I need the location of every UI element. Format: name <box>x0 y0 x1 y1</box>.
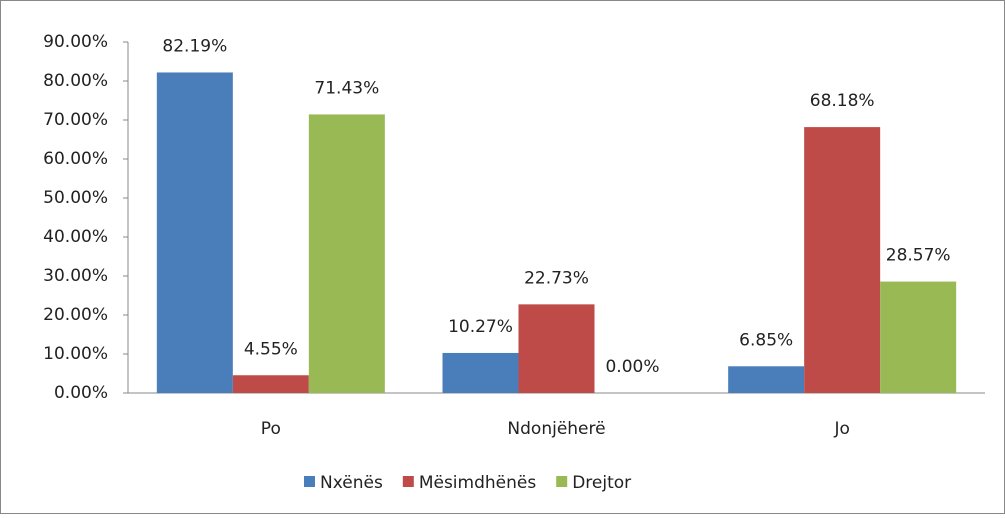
bar <box>804 127 881 394</box>
bar <box>442 352 519 393</box>
y-tick-label: 50.00% <box>43 188 108 208</box>
y-tick-label: 70.00% <box>43 110 108 130</box>
x-tick-label: Jo <box>833 419 849 439</box>
value-label: 71.43% <box>314 78 379 98</box>
bar <box>518 304 595 393</box>
y-tick-label: 60.00% <box>43 149 108 169</box>
value-label: 4.55% <box>244 339 298 359</box>
value-label: 82.19% <box>162 36 227 56</box>
bar <box>308 114 385 393</box>
bar <box>728 366 805 393</box>
value-label: 28.57% <box>886 246 951 266</box>
legend-label: Nxënës <box>320 473 383 493</box>
legend-swatch <box>304 476 315 487</box>
y-tick-label: 90.00% <box>43 32 108 52</box>
legend-swatch <box>402 476 414 487</box>
value-label: 0.00% <box>605 357 659 377</box>
bar <box>232 375 309 393</box>
y-tick-label: 80.00% <box>43 71 108 91</box>
value-label: 68.18% <box>810 91 875 111</box>
legend-label: Mësimdhënës <box>419 473 537 493</box>
legend-label: Drejtor <box>572 473 631 493</box>
legend-swatch <box>556 476 568 487</box>
y-tick-label: 40.00% <box>43 227 108 247</box>
x-tick-label: Ndonjëherë <box>507 419 605 439</box>
y-tick-label: 0.00% <box>54 383 108 403</box>
value-label: 10.27% <box>448 317 513 337</box>
x-tick-label: Po <box>261 419 281 439</box>
y-tick-label: 10.00% <box>43 344 108 364</box>
y-tick-label: 30.00% <box>43 266 108 286</box>
bar <box>156 72 233 394</box>
value-label: 22.73% <box>524 268 589 288</box>
bar <box>880 281 957 393</box>
y-tick-label: 20.00% <box>43 305 108 325</box>
value-label: 6.85% <box>739 330 793 350</box>
